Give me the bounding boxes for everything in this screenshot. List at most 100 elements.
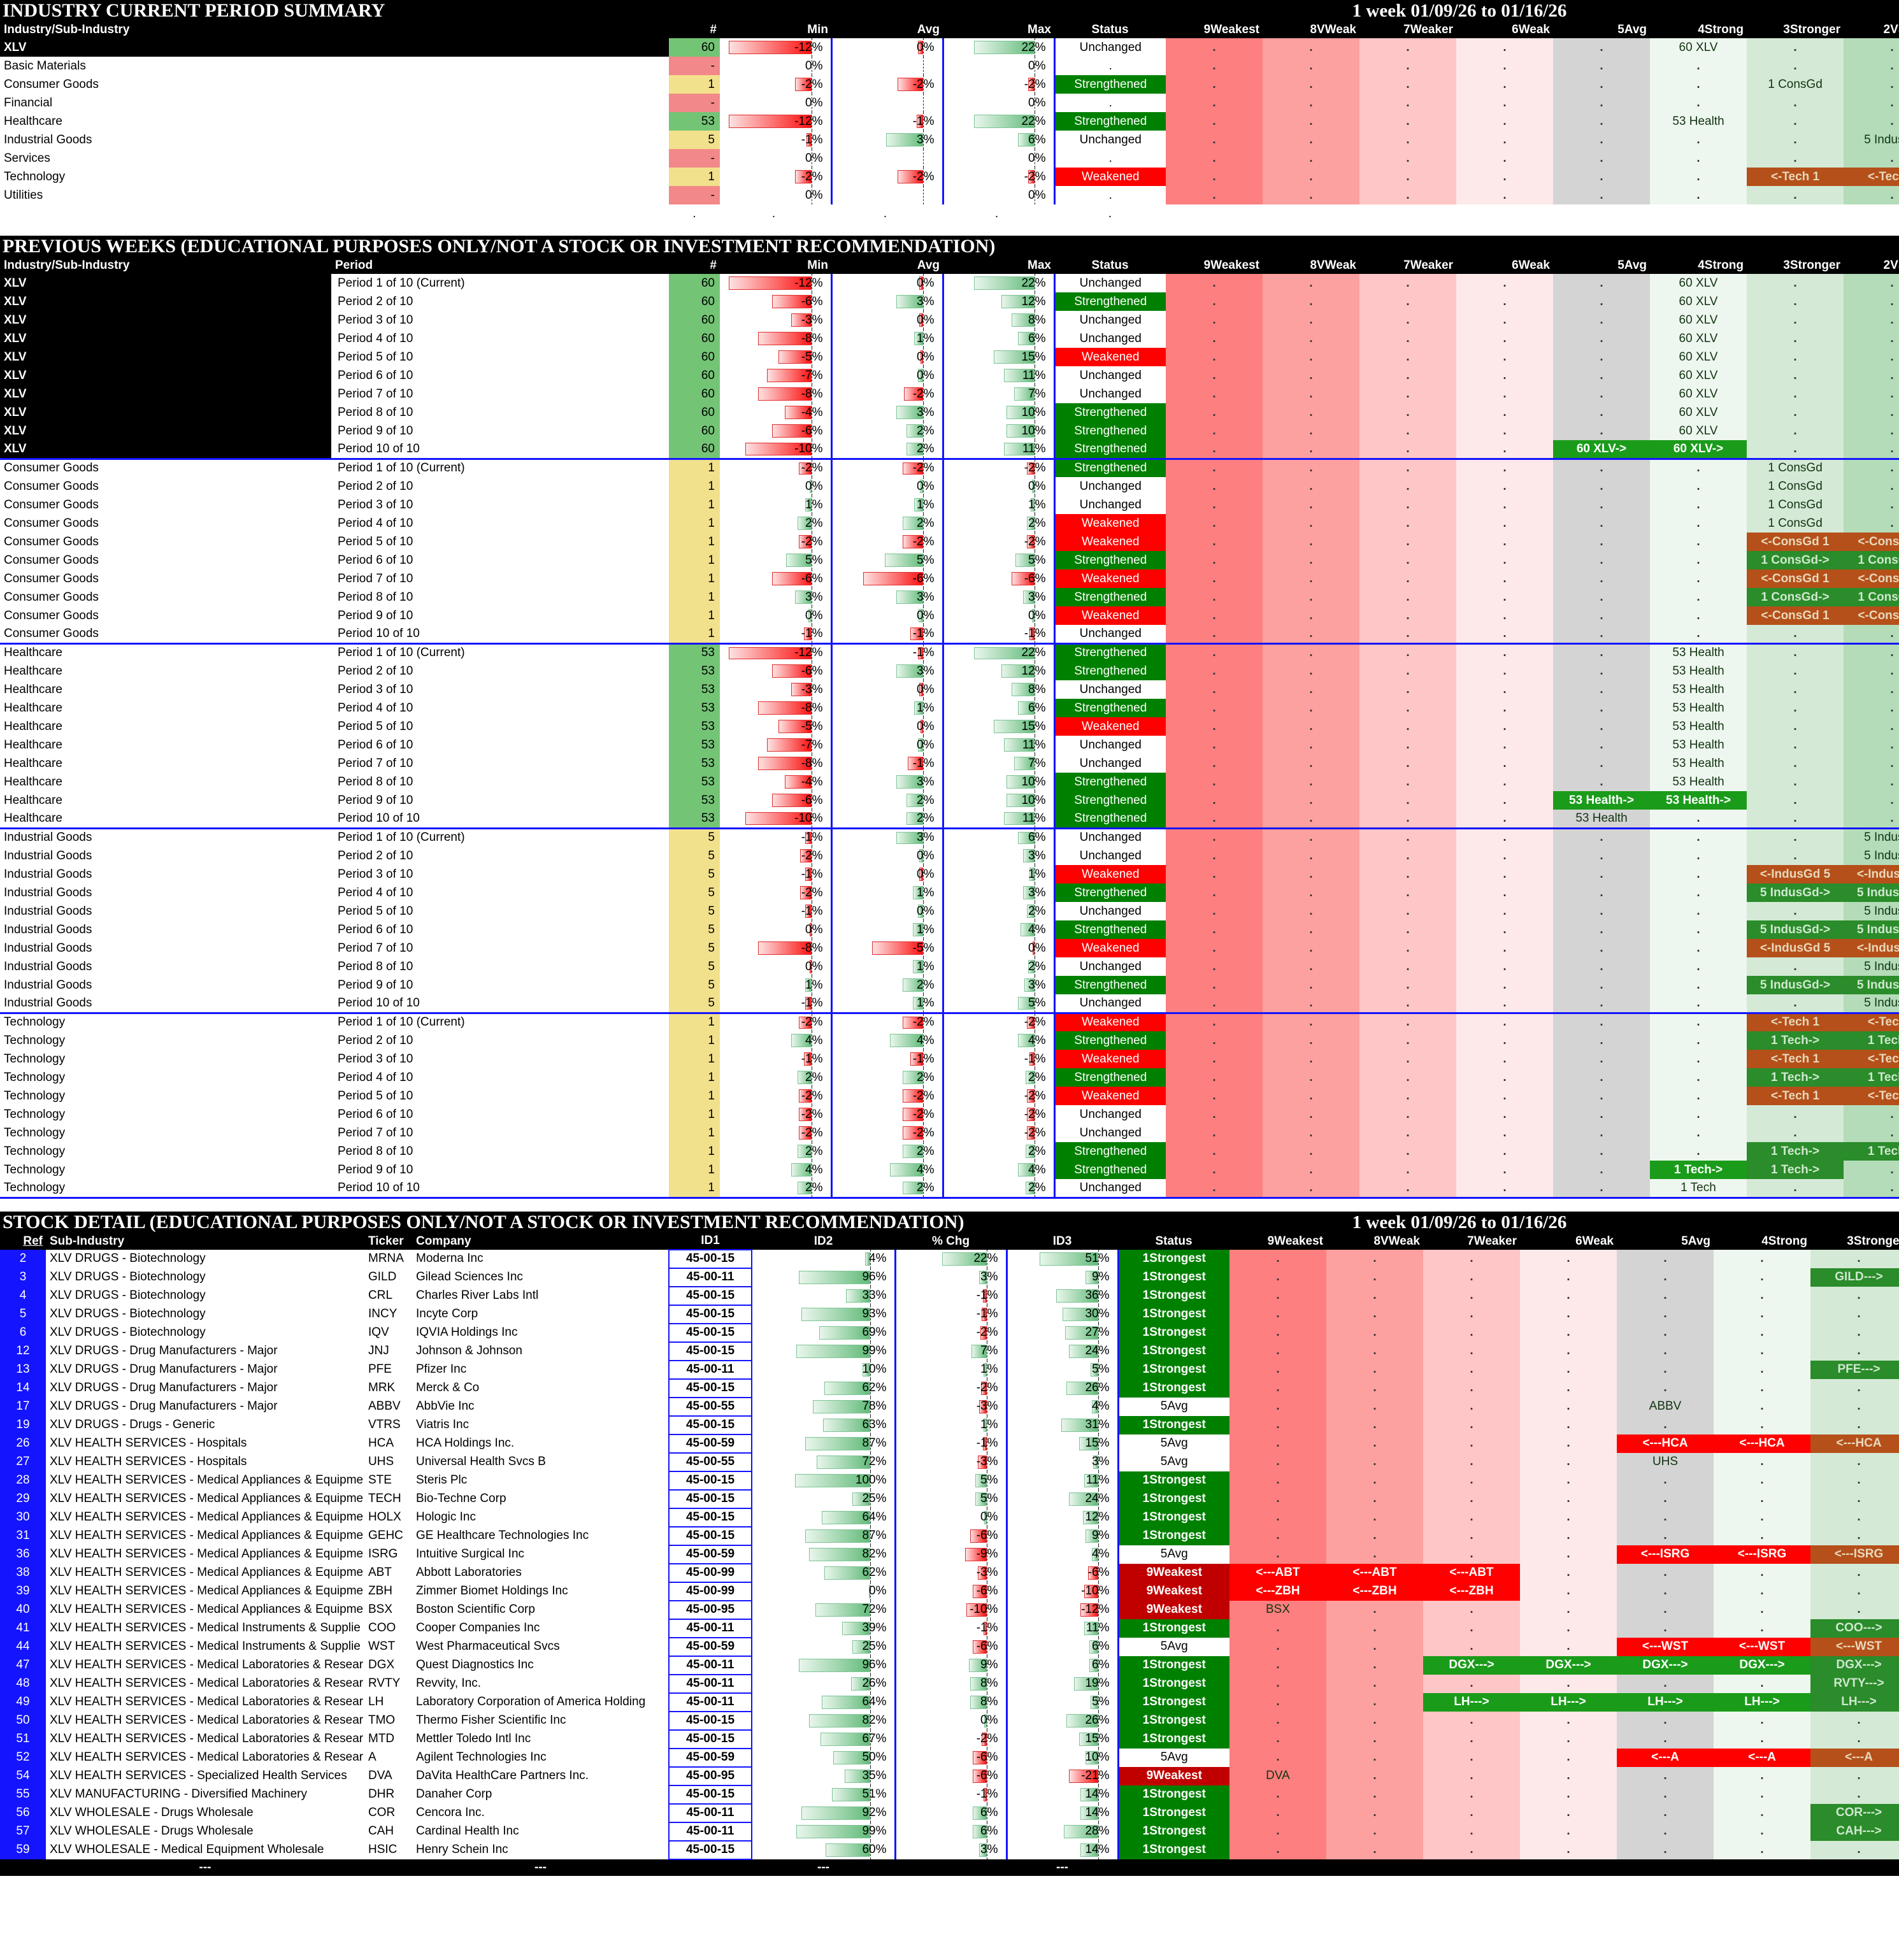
group-industry-label[interactable]: Consumer Goods: [0, 625, 331, 645]
group-industry-label[interactable]: Healthcare: [4, 775, 62, 789]
industry-label[interactable]: Utilities: [4, 188, 43, 202]
group-industry-label[interactable]: XLV: [0, 403, 331, 422]
group-industry-label[interactable]: XLV: [0, 348, 331, 366]
group-industry-label[interactable]: XLV: [0, 274, 331, 292]
ticker-symbol[interactable]: ISRG: [368, 1547, 398, 1561]
group-industry-label[interactable]: Industrial Goods: [4, 904, 92, 918]
group-industry-label[interactable]: Industrial Goods: [0, 827, 331, 847]
ticker-symbol[interactable]: IQV: [368, 1326, 389, 1339]
group-industry-label[interactable]: XLV: [0, 292, 331, 311]
group-industry-label[interactable]: Technology: [4, 1144, 66, 1158]
sub-industry-label[interactable]: XLV HEALTH SERVICES - Medical Laboratori…: [50, 1658, 364, 1671]
ticker-symbol[interactable]: CRL: [368, 1289, 393, 1302]
sub-industry-label[interactable]: XLV DRUGS - Biotechnology: [50, 1270, 206, 1284]
ticker-symbol[interactable]: ABBV: [368, 1399, 401, 1413]
sub-industry-label[interactable]: XLV DRUGS - Biotechnology: [50, 1307, 206, 1320]
group-industry-label[interactable]: Industrial Goods: [4, 885, 92, 899]
ticker-symbol[interactable]: HOLX: [368, 1510, 401, 1524]
ticker-symbol[interactable]: PFE: [368, 1363, 392, 1376]
ticker-symbol[interactable]: BSX: [368, 1603, 393, 1616]
ticker-symbol[interactable]: JNJ: [368, 1344, 389, 1357]
group-industry-label[interactable]: Consumer Goods: [4, 479, 99, 493]
ticker-symbol[interactable]: A: [368, 1750, 376, 1764]
ticker-symbol[interactable]: COO: [368, 1621, 396, 1635]
sub-industry-label[interactable]: XLV HEALTH SERVICES - Hospitals: [50, 1455, 247, 1468]
group-industry-label[interactable]: XLV: [0, 366, 331, 385]
group-industry-label[interactable]: Consumer Goods: [4, 497, 99, 511]
group-industry-label[interactable]: Consumer Goods: [4, 590, 99, 604]
group-industry-label[interactable]: Healthcare: [4, 738, 62, 752]
group-industry-label[interactable]: Industrial Goods: [0, 994, 331, 1014]
ticker-symbol[interactable]: GEHC: [368, 1529, 403, 1542]
sub-industry-label[interactable]: XLV HEALTH SERVICES - Medical Instrument…: [50, 1621, 361, 1635]
sub-industry-label[interactable]: XLV DRUGS - Biotechnology: [50, 1326, 206, 1339]
group-industry-label[interactable]: Technology: [4, 1052, 66, 1066]
sub-industry-label[interactable]: XLV HEALTH SERVICES - Medical Instrument…: [50, 1640, 361, 1653]
group-industry-label[interactable]: Consumer Goods: [0, 457, 331, 477]
group-industry-label[interactable]: Technology: [4, 1089, 66, 1103]
group-industry-label[interactable]: Technology: [4, 1070, 66, 1084]
sub-industry-label[interactable]: XLV HEALTH SERVICES - Specialized Health…: [50, 1769, 347, 1782]
group-industry-label[interactable]: Industrial Goods: [4, 978, 92, 992]
industry-label[interactable]: Healthcare: [4, 114, 62, 128]
ticker-symbol[interactable]: MTD: [368, 1732, 395, 1745]
sub-industry-label[interactable]: XLV MANUFACTURING - Diversified Machiner…: [50, 1787, 308, 1801]
industry-label[interactable]: Basic Materials: [4, 59, 86, 73]
ticker-symbol[interactable]: UHS: [368, 1455, 394, 1468]
ticker-symbol[interactable]: HSIC: [368, 1843, 398, 1856]
ticker-symbol[interactable]: CAH: [368, 1824, 394, 1838]
group-industry-label[interactable]: Industrial Goods: [4, 941, 92, 955]
ticker-symbol[interactable]: HCA: [368, 1436, 394, 1450]
ticker-symbol[interactable]: LH: [368, 1695, 384, 1708]
group-industry-label[interactable]: Healthcare: [4, 756, 62, 770]
group-industry-label[interactable]: Technology: [4, 1107, 66, 1121]
group-industry-label[interactable]: XLV: [0, 329, 331, 348]
group-industry-label[interactable]: Healthcare: [4, 701, 62, 715]
group-industry-label[interactable]: Industrial Goods: [4, 922, 92, 936]
sub-industry-label[interactable]: XLV HEALTH SERVICES - Medical Appliances…: [50, 1492, 364, 1505]
group-industry-label[interactable]: Industrial Goods: [4, 959, 92, 973]
ticker-symbol[interactable]: TMO: [368, 1713, 396, 1727]
group-industry-label[interactable]: Technology: [0, 1179, 331, 1199]
group-industry-label[interactable]: Healthcare: [4, 793, 62, 807]
ticker-symbol[interactable]: DHR: [368, 1787, 395, 1801]
group-industry-label[interactable]: Healthcare: [4, 664, 62, 678]
ticker-symbol[interactable]: RVTY: [368, 1677, 401, 1690]
group-industry-label[interactable]: Consumer Goods: [4, 571, 99, 585]
ticker-symbol[interactable]: COR: [368, 1806, 396, 1819]
group-industry-label[interactable]: XLV: [0, 422, 331, 440]
sub-industry-label[interactable]: XLV HEALTH SERVICES - Medical Laboratori…: [50, 1695, 364, 1708]
sub-industry-label[interactable]: XLV HEALTH SERVICES - Medical Laboratori…: [50, 1713, 364, 1727]
sub-industry-label[interactable]: XLV DRUGS - Drug Manufacturers - Major: [50, 1344, 278, 1357]
industry-label[interactable]: Industrial Goods: [4, 132, 92, 147]
sub-industry-label[interactable]: XLV HEALTH SERVICES - Medical Appliances…: [50, 1584, 364, 1598]
ticker-symbol[interactable]: MRK: [368, 1381, 396, 1394]
sub-industry-label[interactable]: XLV DRUGS - Drug Manufacturers - Major: [50, 1363, 278, 1376]
sub-industry-label[interactable]: XLV HEALTH SERVICES - Medical Laboratori…: [50, 1732, 364, 1745]
industry-label[interactable]: XLV: [0, 38, 331, 57]
group-industry-label[interactable]: XLV: [0, 311, 331, 329]
ticker-symbol[interactable]: DVA: [368, 1769, 392, 1782]
sub-industry-label[interactable]: XLV HEALTH SERVICES - Medical Appliances…: [50, 1566, 364, 1579]
sub-industry-label[interactable]: XLV DRUGS - Drugs - Generic: [50, 1418, 215, 1431]
ticker-symbol[interactable]: GILD: [368, 1270, 397, 1284]
sub-industry-label[interactable]: XLV HEALTH SERVICES - Hospitals: [50, 1436, 247, 1450]
group-industry-label[interactable]: XLV: [0, 440, 331, 460]
group-industry-label[interactable]: Industrial Goods: [4, 848, 92, 862]
sub-industry-label[interactable]: XLV HEALTH SERVICES - Medical Laboratori…: [50, 1750, 364, 1764]
group-industry-label[interactable]: Consumer Goods: [4, 516, 99, 530]
group-industry-label[interactable]: Industrial Goods: [4, 867, 92, 881]
group-industry-label[interactable]: Healthcare: [4, 682, 62, 696]
group-industry-label[interactable]: Healthcare: [0, 810, 331, 829]
ticker-symbol[interactable]: DGX: [368, 1658, 395, 1671]
ticker-symbol[interactable]: ZBH: [368, 1584, 392, 1598]
sub-industry-label[interactable]: XLV HEALTH SERVICES - Medical Appliances…: [50, 1510, 364, 1524]
industry-label[interactable]: Services: [4, 151, 50, 165]
sub-industry-label[interactable]: XLV HEALTH SERVICES - Medical Appliances…: [50, 1529, 364, 1542]
sub-industry-label[interactable]: XLV DRUGS - Drug Manufacturers - Major: [50, 1381, 278, 1394]
ticker-symbol[interactable]: VTRS: [368, 1418, 401, 1431]
group-industry-label[interactable]: Healthcare: [4, 719, 62, 733]
ticker-symbol[interactable]: MRNA: [368, 1252, 404, 1265]
sub-industry-label[interactable]: XLV HEALTH SERVICES - Medical Appliances…: [50, 1603, 364, 1616]
group-industry-label[interactable]: Consumer Goods: [4, 534, 99, 548]
